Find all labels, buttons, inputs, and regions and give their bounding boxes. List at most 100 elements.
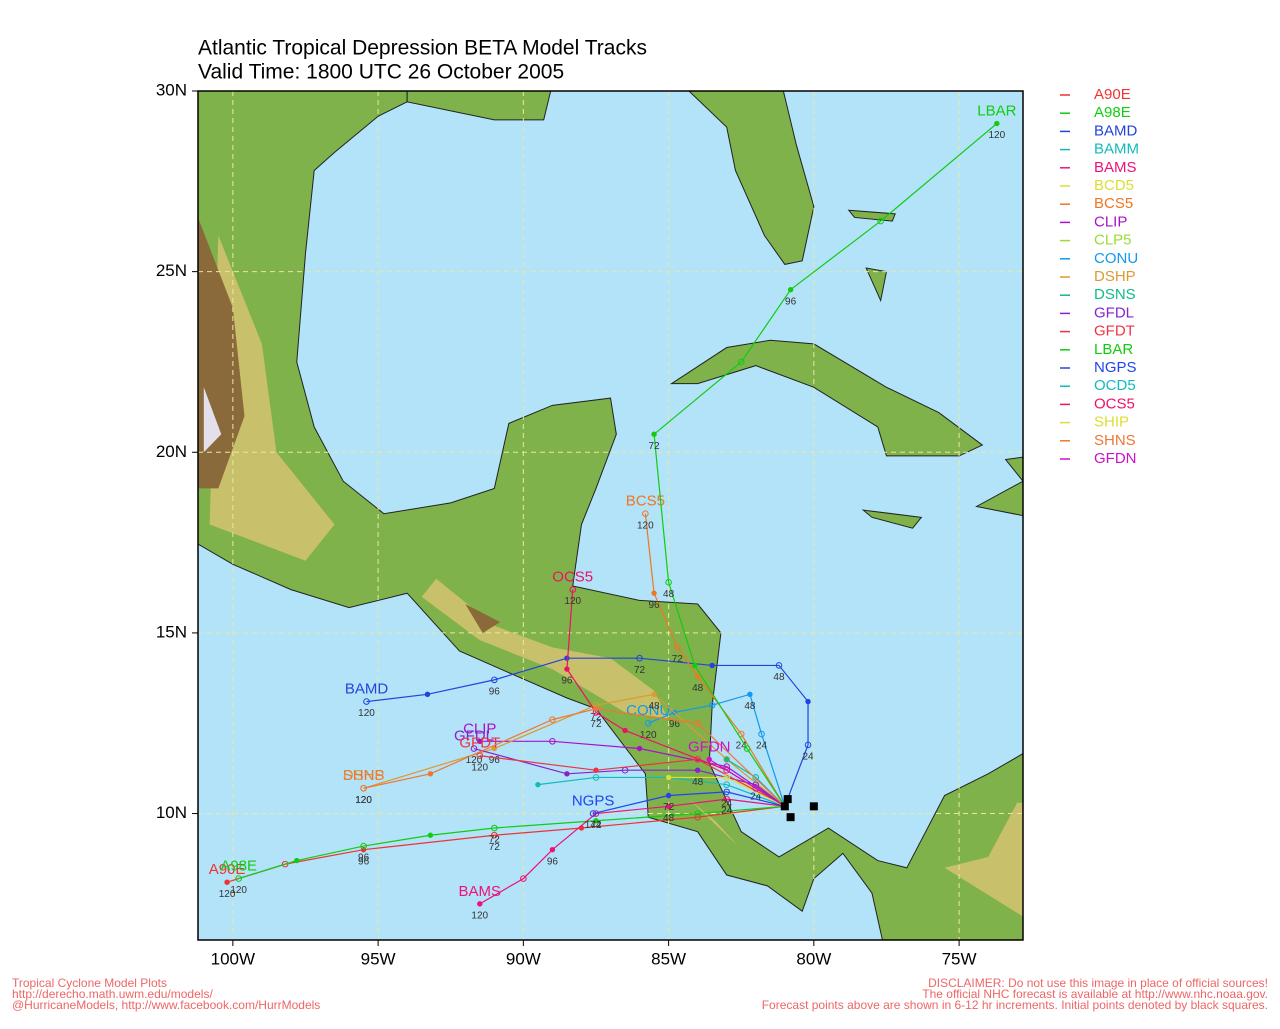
legend-label: NGPS	[1094, 359, 1137, 376]
legend-label: DSNS	[1094, 286, 1136, 303]
hour-label: 96	[358, 856, 370, 867]
forecast-point	[360, 784, 367, 792]
hour-label: 120	[471, 762, 488, 773]
hour-label: 96	[649, 600, 661, 611]
forecast-point	[360, 842, 367, 850]
track-name: GFDN	[688, 738, 731, 755]
hour-label: 24	[721, 799, 733, 810]
forecast-point	[723, 756, 730, 763]
hour-label: 96	[489, 687, 501, 698]
hour-label: 120	[355, 795, 372, 806]
legend-label: BCS5	[1094, 195, 1133, 212]
track-name: CLIP	[463, 720, 496, 737]
model-track	[238, 805, 785, 880]
model-track	[708, 758, 786, 807]
initial-point	[786, 813, 795, 822]
forecast-point	[723, 781, 730, 788]
forecast-point	[665, 774, 672, 781]
track-name: BAMS	[459, 883, 502, 900]
forecast-point	[235, 875, 242, 882]
hour-label: 48	[692, 777, 704, 788]
legend-label: BAMM	[1094, 141, 1139, 158]
model-track	[479, 755, 786, 807]
initial-point	[809, 802, 818, 811]
legend-label: SHIP	[1094, 414, 1129, 431]
y-tick-label: 25N	[156, 261, 187, 280]
initial-point	[780, 802, 789, 811]
forecast-point	[805, 698, 811, 705]
forecast-point	[706, 756, 712, 763]
hour-label: 120	[358, 708, 375, 719]
hour-label: 72	[590, 820, 602, 831]
forecast-point	[694, 810, 701, 817]
x-tick-label: 75W	[942, 949, 977, 968]
forecast-point	[622, 727, 628, 734]
forecast-point	[694, 673, 701, 679]
map-subtitle: Valid Time: 1800 UTC 26 October 2005	[198, 61, 564, 84]
forecast-point	[665, 803, 672, 810]
forecast-point	[804, 741, 812, 749]
track-name: GFDT	[459, 735, 500, 752]
forecast-point	[363, 698, 370, 705]
footer-text: The official NHC forecast is available a…	[922, 987, 1268, 1001]
hour-label: 120	[989, 130, 1006, 141]
hour-label: 72	[649, 441, 661, 452]
forecast-point	[470, 745, 478, 752]
x-tick-label: 80W	[796, 949, 831, 968]
hour-label: 48	[773, 672, 785, 683]
forecast-point	[752, 784, 760, 792]
forecast-point	[723, 774, 730, 781]
forecast-point	[723, 788, 730, 796]
forecast-point	[564, 655, 570, 661]
hour-label: 120	[471, 911, 488, 922]
forecast-point	[636, 654, 643, 662]
track-name: LBAR	[977, 102, 1016, 119]
hour-label: 48	[663, 589, 675, 600]
forecast-point	[549, 716, 556, 723]
hour-label: 120	[564, 596, 581, 607]
forecast-point	[723, 766, 730, 774]
legend-label: CLIP	[1094, 213, 1127, 230]
x-tick-label: 95W	[361, 949, 396, 968]
hour-label: 72	[489, 835, 501, 846]
footer-text: Tropical Cyclone Model Plots	[12, 976, 167, 990]
forecast-point	[743, 745, 751, 752]
forecast-point	[787, 287, 794, 293]
track-name: OCS5	[552, 569, 593, 586]
legend-label: OCS5	[1094, 395, 1135, 412]
map-frame	[197, 90, 1024, 941]
hour-label: 72	[663, 802, 675, 813]
forecast-point	[477, 738, 483, 744]
hour-label: 120	[230, 885, 247, 896]
forecast-point	[491, 745, 498, 752]
legend-label: A98E	[1094, 104, 1131, 121]
legend-label: CLP5	[1094, 232, 1132, 249]
hour-label: 96	[561, 676, 573, 687]
forecast-point	[747, 691, 753, 698]
forecast-point	[642, 510, 649, 517]
y-tick-label: 20N	[156, 442, 187, 461]
track-name: BCS5	[626, 493, 665, 510]
forecast-point	[775, 662, 783, 669]
forecast-point	[476, 752, 484, 760]
track-name: GFDL	[454, 727, 494, 744]
forecast-point	[593, 706, 599, 712]
hour-label: 72	[590, 712, 602, 723]
x-tick-label: 100W	[211, 949, 255, 968]
model-track	[473, 747, 786, 807]
hour-label: 120	[640, 730, 657, 741]
forecast-point	[758, 730, 765, 738]
hour-label: 48	[649, 701, 661, 712]
legend-label: BAMD	[1094, 122, 1138, 139]
forecast-point	[665, 792, 672, 799]
hour-label: 24	[750, 791, 762, 802]
forecast-point	[520, 875, 527, 882]
footer-text: DISCLAIMER: Do not use this image in pla…	[928, 976, 1268, 990]
forecast-point	[592, 774, 600, 781]
forecast-point	[549, 737, 556, 745]
hour-label: 96	[547, 856, 559, 867]
y-tick-label: 10N	[156, 803, 187, 822]
forecast-point	[224, 879, 230, 885]
legend-label: LBAR	[1094, 341, 1133, 358]
